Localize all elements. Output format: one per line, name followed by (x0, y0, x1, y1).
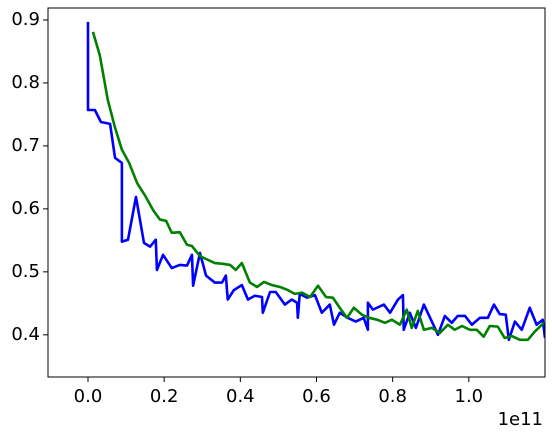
x-tick-label: 0.2 (150, 386, 179, 407)
y-tick-label: 0.7 (11, 135, 40, 156)
data-line (91, 31, 545, 342)
x-tick-label: 0.6 (302, 386, 331, 407)
data-line (86, 21, 545, 342)
y-tick-label: 0.8 (11, 72, 40, 93)
y-tick-label: 0.9 (11, 9, 40, 30)
y-tick-label: 0.6 (11, 198, 40, 219)
y-tick-label: 0.4 (11, 324, 40, 345)
y-tick-label: 0.5 (11, 261, 40, 282)
x-tick-label: 0.8 (378, 386, 407, 407)
x-tick-label: 1.0 (455, 386, 484, 407)
x-tick-label: 0.0 (74, 386, 103, 407)
x-tick-label: 0.4 (226, 386, 255, 407)
x-offset-label: 1e11 (498, 409, 543, 430)
plot-lines (86, 21, 545, 342)
plot-frame (47, 7, 546, 378)
